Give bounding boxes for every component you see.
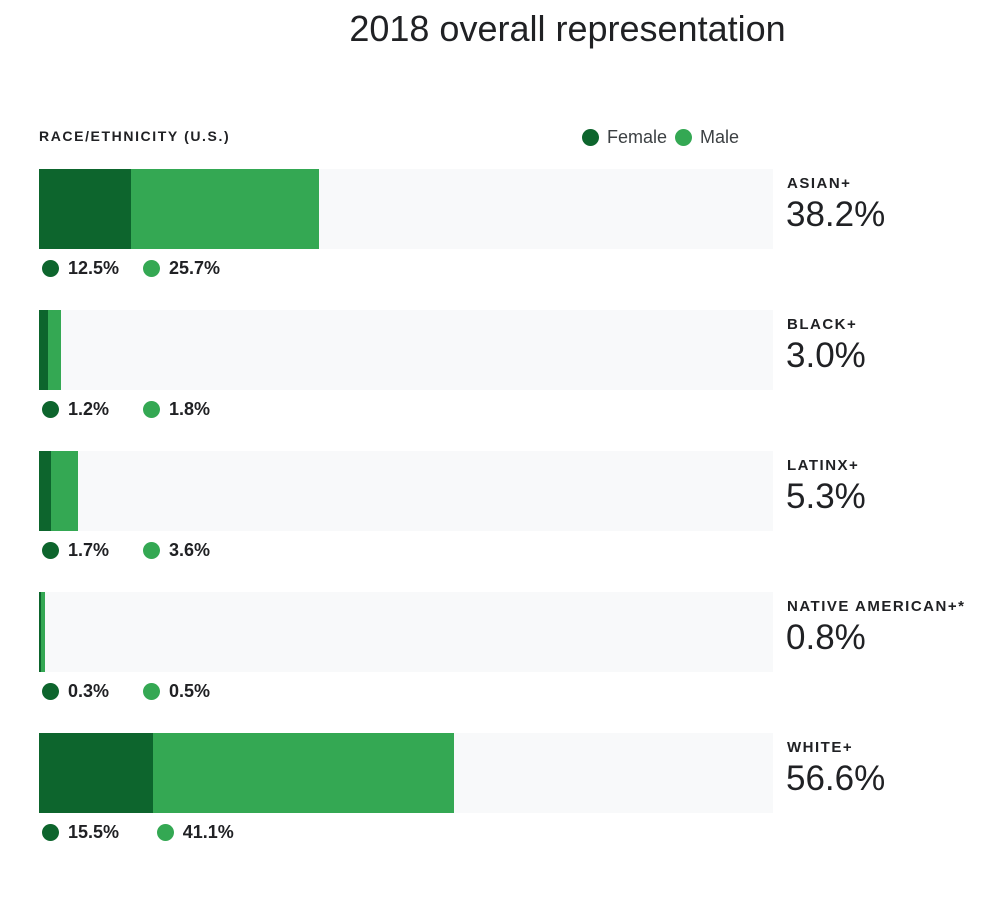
bar-male — [51, 451, 78, 531]
legend: Female Male — [582, 127, 747, 148]
category-total: 3.0% — [786, 336, 866, 375]
female-value-label-dot — [42, 542, 59, 559]
female-value-label-dot — [42, 260, 59, 277]
female-value-label: 12.5% — [42, 258, 119, 279]
category-label: BLACK+ — [787, 316, 858, 333]
male-value-label-dot — [143, 542, 160, 559]
bar-row: 1.2% 1.8% BLACK+ 3.0% — [0, 310, 1000, 440]
female-value-label: 1.2% — [42, 399, 109, 420]
male-value-label: 1.8% — [143, 399, 210, 420]
bar-male — [47, 310, 61, 390]
category-total: 38.2% — [786, 195, 886, 234]
category-total: 56.6% — [786, 759, 886, 798]
female-value-label-text: 1.2% — [68, 399, 110, 419]
category-total: 0.8% — [786, 618, 866, 657]
female-value-label-text: 0.3% — [68, 681, 110, 701]
male-value-label: 25.7% — [143, 258, 220, 279]
category-label: LATINX+ — [787, 457, 860, 474]
bar-male — [41, 592, 45, 672]
female-value-label-text: 15.5% — [68, 822, 120, 842]
bar-track — [39, 592, 773, 672]
female-value-label: 15.5% — [42, 822, 119, 843]
male-value-label: 41.1% — [156, 822, 234, 843]
male-value-label-text: 0.5% — [169, 681, 211, 701]
female-value-label: 0.3% — [42, 681, 109, 702]
female-value-label-text: 1.7% — [68, 540, 110, 560]
category-total: 5.3% — [786, 477, 866, 516]
male-value-label-text: 41.1% — [182, 822, 234, 842]
bar-row: 0.3% 0.5% NATIVE AMERICAN+* 0.8% — [0, 592, 1000, 722]
bar-male — [152, 733, 455, 813]
female-value-label-text: 12.5% — [68, 258, 120, 278]
chart-title: 2018 overall representation — [349, 8, 786, 49]
legend-male-label: Male — [700, 127, 740, 147]
legend-item-male: Male — [675, 127, 739, 148]
bar-female — [39, 592, 42, 672]
bar-row: 15.5% 41.1% WHITE+ 56.6% — [0, 733, 1000, 863]
male-value-label-dot — [143, 260, 160, 277]
legend-female-swatch — [582, 129, 599, 146]
legend-male-swatch — [675, 129, 693, 146]
female-value-label-dot — [42, 824, 59, 841]
male-value-label-text: 3.6% — [169, 540, 211, 560]
male-value-label: 0.5% — [143, 681, 210, 702]
bar-female — [39, 310, 48, 390]
bar-row: 1.7% 3.6% LATINX+ 5.3% — [0, 451, 1000, 581]
bar-track — [39, 451, 773, 531]
male-value-label-dot — [143, 683, 160, 700]
category-label: WHITE+ — [787, 739, 854, 756]
bar-female — [39, 451, 52, 531]
male-value-label-text: 1.8% — [169, 399, 211, 419]
section-label: RACE/ETHNICITY (U.S.) — [39, 128, 231, 144]
category-label: ASIAN+ — [787, 175, 852, 192]
female-value-label: 1.7% — [42, 540, 109, 561]
bar-track — [39, 310, 773, 390]
male-value-label-text: 25.7% — [169, 258, 221, 278]
female-value-label-dot — [42, 401, 59, 418]
male-value-label-dot — [156, 824, 174, 841]
male-value-label: 3.6% — [143, 540, 210, 561]
male-value-label-dot — [143, 401, 160, 418]
bar-female — [39, 169, 131, 249]
bar-male — [130, 169, 320, 249]
legend-female-label: Female — [607, 127, 668, 147]
bar-row: 12.5% 25.7% ASIAN+ 38.2% — [0, 169, 1000, 299]
category-label: NATIVE AMERICAN+* — [787, 598, 966, 615]
legend-item-female: Female — [582, 127, 667, 148]
bar-female — [39, 733, 153, 813]
female-value-label-dot — [42, 683, 59, 700]
